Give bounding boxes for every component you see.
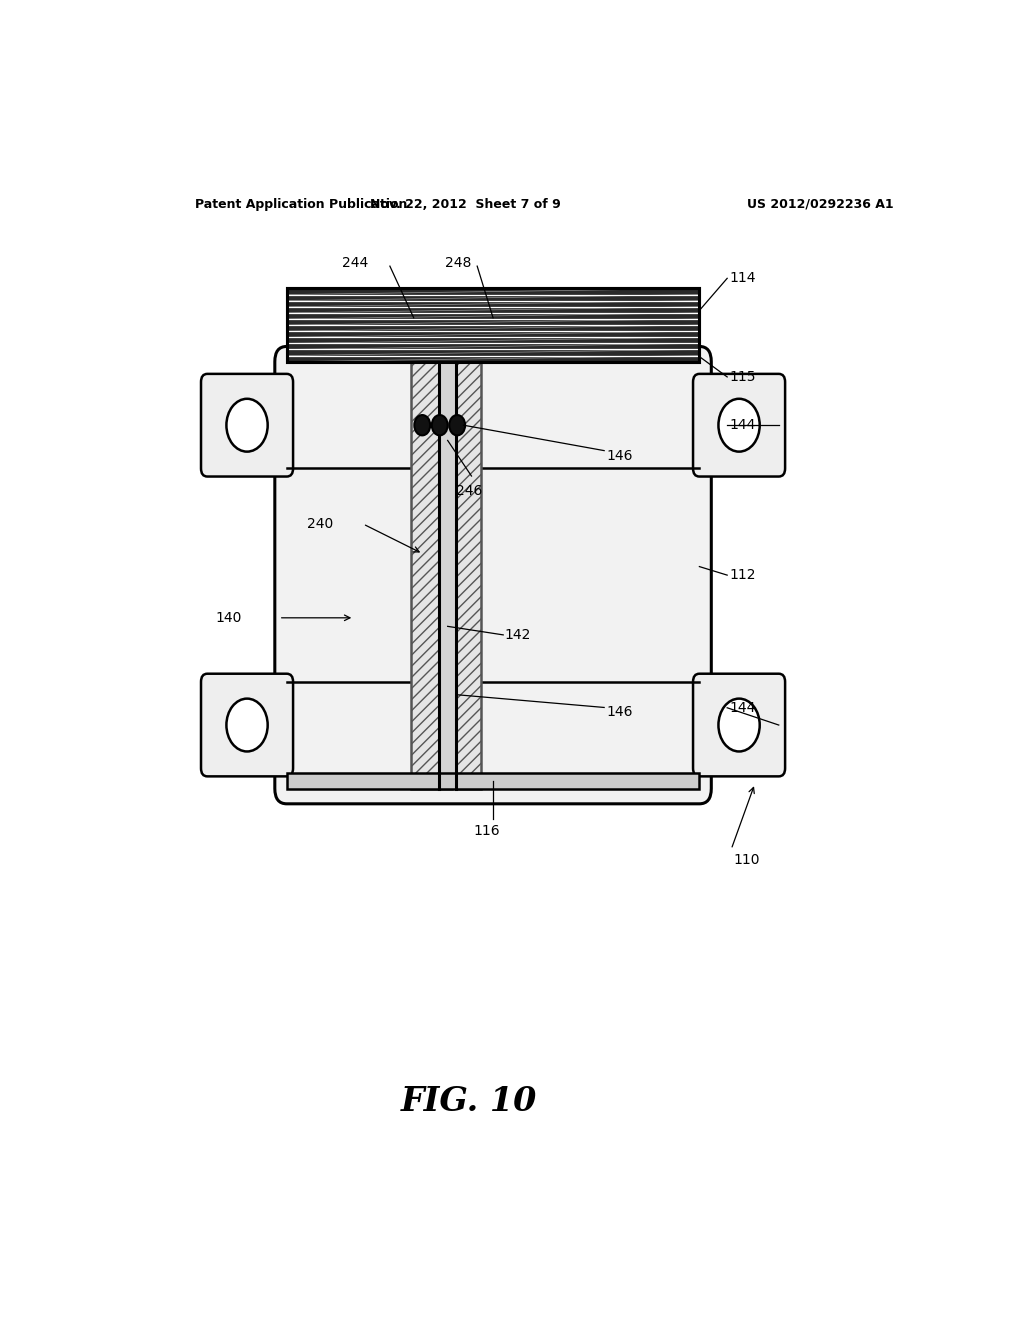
Text: Nov. 22, 2012  Sheet 7 of 9: Nov. 22, 2012 Sheet 7 of 9 [370, 198, 561, 211]
Bar [287, 289, 699, 362]
Text: 115: 115 [729, 370, 756, 384]
Text: 246: 246 [456, 484, 482, 498]
Circle shape [450, 414, 465, 436]
FancyBboxPatch shape [201, 673, 293, 776]
Circle shape [226, 698, 267, 751]
Circle shape [719, 698, 760, 751]
Circle shape [432, 414, 447, 436]
Bar [287, 289, 699, 362]
Circle shape [415, 414, 430, 436]
Text: 112: 112 [729, 568, 756, 582]
FancyBboxPatch shape [693, 374, 785, 477]
Text: 114: 114 [729, 272, 756, 285]
Text: 116: 116 [473, 824, 500, 838]
Bar [287, 774, 699, 788]
Bar [411, 362, 452, 788]
Text: FIG. 10: FIG. 10 [401, 1085, 538, 1118]
Text: 144: 144 [729, 418, 756, 432]
Text: Patent Application Publication: Patent Application Publication [196, 198, 408, 211]
Text: 142: 142 [505, 628, 531, 642]
Text: US 2012/0292236 A1: US 2012/0292236 A1 [748, 198, 894, 211]
Circle shape [719, 399, 760, 451]
FancyBboxPatch shape [201, 374, 293, 477]
Text: 140: 140 [215, 611, 242, 624]
FancyBboxPatch shape [693, 673, 785, 776]
Text: 144: 144 [729, 701, 756, 714]
Bar [456, 362, 480, 788]
Bar [439, 362, 456, 788]
Circle shape [226, 399, 267, 451]
Text: 146: 146 [606, 449, 633, 463]
Text: 110: 110 [733, 853, 760, 867]
Text: 244: 244 [342, 256, 369, 271]
FancyBboxPatch shape [274, 346, 712, 804]
Text: 146: 146 [606, 705, 633, 718]
Text: 248: 248 [445, 256, 472, 271]
Text: 240: 240 [307, 517, 334, 531]
